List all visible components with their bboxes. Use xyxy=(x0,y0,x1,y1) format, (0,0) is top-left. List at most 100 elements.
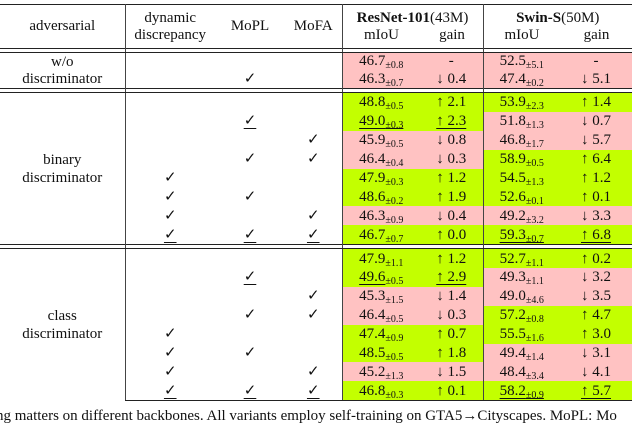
swin-miou: 52.5±5.1 xyxy=(482,52,560,72)
resnet-gain-value: ↓ 0.3 xyxy=(436,307,467,324)
rule-cell xyxy=(420,48,483,53)
double-rule xyxy=(0,48,632,53)
dyn-cell: ✓ xyxy=(124,362,215,382)
swin-miou: 57.2±0.8 xyxy=(482,305,560,325)
resnet-miou-value: 48.5 xyxy=(359,345,386,362)
mofa-cell: ✓ xyxy=(285,306,342,325)
swin-miou: 58.2±0.9 xyxy=(482,381,560,402)
group-label-line: w/o xyxy=(51,53,74,70)
checkmark-icon: ✓ xyxy=(306,226,320,243)
resnet-miou: 48.6±0.2 xyxy=(341,187,420,207)
mopl-cell xyxy=(215,131,285,150)
header-dynamic-discrepancy: dynamic discrepancy xyxy=(124,4,215,49)
resnet-gain-value: ↑ 1.9 xyxy=(436,188,467,205)
rule-cell xyxy=(285,88,342,93)
mofa-cell: ✓ xyxy=(285,381,342,402)
resnet-gain-value: ↓ 0.3 xyxy=(436,151,467,168)
dyn-cell: ✓ xyxy=(124,381,215,402)
table-row: ✓ 47.9±0.3 ↑ 1.2 54.5±1.3 ↑ 1.2 xyxy=(0,168,632,188)
swin-gain-value: ↑ 3.0 xyxy=(581,326,611,343)
header-swin: Swin-S(50M) mIoU gain xyxy=(482,4,632,49)
resnet-miou-value: 46.3 xyxy=(359,70,386,87)
mopl-cell: ✓ xyxy=(215,306,285,325)
resnet-gain: - xyxy=(420,52,483,71)
table-row: ✓ ✓ 45.2±1.3 ↓ 1.5 48.4±3.4 ↓ 4.1 xyxy=(0,362,632,381)
resnet-gain-value: ↑ 1.2 xyxy=(436,250,467,267)
swin-miou: 49.0±4.6 xyxy=(482,286,560,306)
dyn-cell xyxy=(124,286,215,306)
resnet-miou: 49.6±0.5 xyxy=(341,268,420,287)
checkmark-icon: ✓ xyxy=(306,307,320,324)
swin-gain-value: ↑ 0.1 xyxy=(581,188,611,205)
rule-cell xyxy=(560,48,632,53)
rule-cell xyxy=(482,244,560,250)
resnet-gain: ↑ 0.0 xyxy=(420,225,483,245)
swin-miou-std: ±3.4 xyxy=(525,370,544,382)
checkmark-icon: ✓ xyxy=(306,151,320,168)
group-label: class discriminator xyxy=(0,249,125,401)
resnet-gain: ↑ 0.1 xyxy=(420,381,483,402)
swin-gain-value: ↑ 4.7 xyxy=(581,307,611,324)
dyn-cell: ✓ xyxy=(124,168,215,188)
resnet-miou: 46.3±0.9 xyxy=(341,206,420,225)
rule-cell xyxy=(124,48,215,53)
swin-miou: 59.3±0.7 xyxy=(482,225,560,245)
table-body: w/o discriminator 46.7±0.8-52.5±5.1- ✓ 46.3±… xyxy=(0,48,632,402)
resnet-miou-value: 48.6 xyxy=(359,188,386,205)
dyn-cell: ✓ xyxy=(124,187,215,207)
mofa-cell xyxy=(285,344,342,363)
mofa-cell: ✓ xyxy=(285,287,342,306)
rule-cell xyxy=(482,48,560,53)
dyn-cell xyxy=(124,111,215,131)
swin-gain-value: ↑ 1.2 xyxy=(581,170,611,186)
resnet-miou-std: ±0.8 xyxy=(385,60,404,72)
resnet-miou-std: ±0.5 xyxy=(385,314,404,326)
resnet-miou-value: 46.3 xyxy=(359,207,386,224)
rule-cell xyxy=(215,88,285,93)
resnet-miou: 45.9±0.5 xyxy=(341,130,420,151)
swin-miou-value: 52.5 xyxy=(499,53,526,70)
resnet-miou-std: ±0.5 xyxy=(385,139,404,151)
checkmark-icon: ✓ xyxy=(163,382,177,399)
table-row: w/o discriminator 46.7±0.8 - 52.5±5.1 - xyxy=(0,52,632,87)
swin-miou-std: ±5.1 xyxy=(525,60,544,72)
mofa-cell: ✓ xyxy=(285,150,342,169)
resnet-miou: 46.7±0.7 xyxy=(341,225,420,245)
dyn-cell xyxy=(124,52,215,71)
double-rule xyxy=(0,244,632,250)
swin-miou: 53.9±2.3 xyxy=(482,92,560,112)
swin-gain: ↓ 4.1 xyxy=(560,362,632,382)
resnet-miou-value: 46.8 xyxy=(359,382,386,399)
header-discrepancy: discrepancy xyxy=(134,26,207,43)
swin-miou-value: 57.2 xyxy=(499,307,526,324)
resnet-gain: ↑ 1.2 xyxy=(420,248,483,269)
dyn-cell xyxy=(124,305,215,325)
swin-miou-value: 49.4 xyxy=(499,345,526,362)
resnet-miou-std: ±0.2 xyxy=(385,195,404,207)
resnet-miou-std: ±1.1 xyxy=(385,257,404,269)
header-adversarial: adversarial xyxy=(29,18,96,34)
resnet-miou: 46.7±0.8 xyxy=(341,52,420,72)
mofa-cell xyxy=(285,112,342,131)
swin-miou: 54.5±1.3 xyxy=(482,168,560,188)
rule-cell xyxy=(341,88,420,93)
mofa-cell xyxy=(285,268,342,287)
swin-miou-std: ±3.2 xyxy=(525,214,544,226)
checkmark-icon: ✓ xyxy=(243,226,257,243)
resnet-miou: 47.9±1.1 xyxy=(341,248,420,269)
swin-miou-label: mIoU xyxy=(504,26,540,43)
mopl-cell: ✓ xyxy=(215,225,285,244)
resnet-gain-value: ↑ 1.2 xyxy=(436,170,467,186)
swin-miou-std: ±0.5 xyxy=(525,158,544,170)
checkmark-icon: ✓ xyxy=(243,269,257,286)
checkmark-icon: ✓ xyxy=(163,345,177,362)
rule-cell xyxy=(420,88,483,93)
checkmark-icon: ✓ xyxy=(243,307,257,324)
swin-gain-value: ↑ 1.4 xyxy=(581,94,611,111)
resnet-miou: 47.9±0.3 xyxy=(341,168,420,188)
resnet-gain: ↑ 2.1 xyxy=(420,92,483,112)
swin-miou: 52.7±1.1 xyxy=(482,248,560,268)
swin-gain-value: ↓ 0.7 xyxy=(581,113,611,130)
checkmark-icon: ✓ xyxy=(243,382,257,399)
swin-miou: 55.5±1.6 xyxy=(482,324,560,344)
